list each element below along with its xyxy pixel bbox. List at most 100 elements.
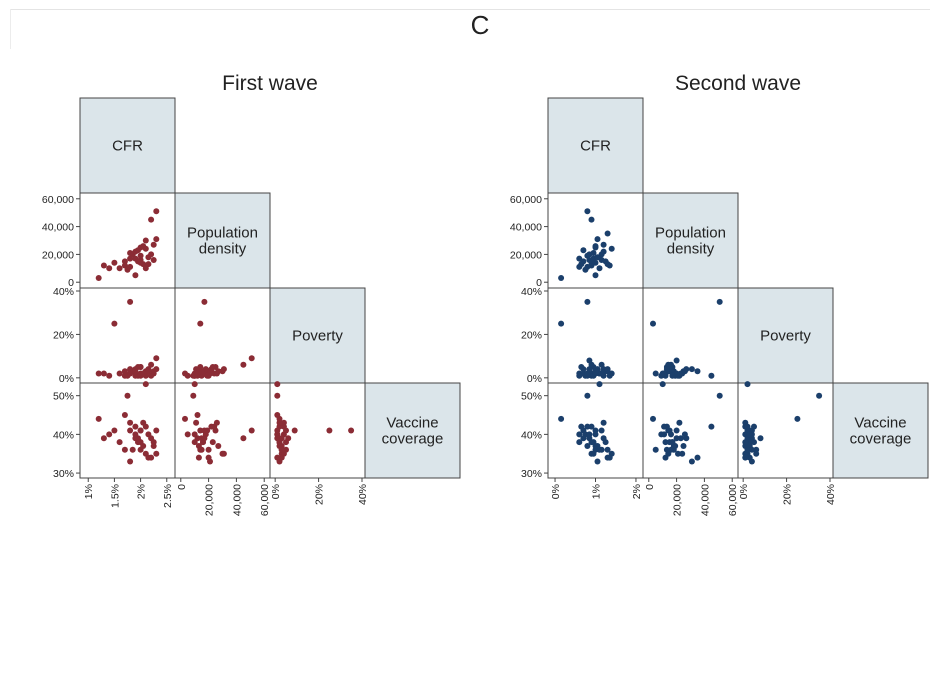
point <box>580 435 587 442</box>
point <box>116 439 123 446</box>
point <box>220 366 227 373</box>
point <box>150 241 157 248</box>
point <box>744 423 751 430</box>
point <box>578 423 585 430</box>
point <box>673 435 680 442</box>
diagonal-label: coverage <box>850 431 912 448</box>
point <box>195 454 202 461</box>
point <box>135 247 141 254</box>
point <box>95 275 102 281</box>
point <box>213 419 220 426</box>
point <box>145 368 152 375</box>
point <box>668 431 674 438</box>
point <box>140 370 147 377</box>
x-tick-label: 20% <box>782 484 794 505</box>
point <box>588 450 595 457</box>
point <box>124 392 131 399</box>
point <box>248 427 255 434</box>
y-tick-label: 30% <box>521 468 542 480</box>
point <box>204 427 211 434</box>
point <box>127 419 134 426</box>
cell-population-density-vs-cfr <box>79 192 176 289</box>
point <box>604 230 611 237</box>
point <box>576 372 583 379</box>
point <box>111 320 118 327</box>
point <box>650 320 656 327</box>
point <box>659 381 666 388</box>
y-tick-label: 20,000 <box>510 249 542 261</box>
point <box>129 446 136 453</box>
point <box>594 236 601 243</box>
point <box>201 298 208 305</box>
diagonal-label: Vaccine <box>386 415 438 432</box>
point <box>598 370 605 377</box>
point <box>584 263 591 270</box>
point <box>584 443 591 449</box>
x-tick-label: 40% <box>357 484 369 505</box>
point <box>153 208 160 215</box>
diagonal-label: Population <box>655 225 726 242</box>
point <box>274 381 281 388</box>
x-tick-label: 20% <box>314 484 326 505</box>
panel-letter: C <box>470 10 490 40</box>
point <box>662 439 669 446</box>
point <box>137 446 144 453</box>
point <box>191 381 198 388</box>
point <box>121 412 128 418</box>
x-tick-label: 60,000 <box>727 484 739 516</box>
point <box>584 423 591 430</box>
y-tick-label: 40,000 <box>42 222 74 234</box>
point <box>142 381 149 388</box>
point <box>127 298 134 305</box>
diagonal-cell-population-density <box>174 192 271 289</box>
point <box>121 258 128 265</box>
x-tick-label: 40,000 <box>231 484 243 516</box>
point <box>140 243 147 250</box>
x-tick-label: 2% <box>631 484 643 499</box>
point <box>198 446 205 453</box>
y-tick-label: 60,000 <box>510 194 542 206</box>
x-tick-label: 40% <box>825 484 837 505</box>
point <box>661 423 668 430</box>
point <box>132 423 139 430</box>
point <box>220 450 227 457</box>
point <box>127 458 134 465</box>
point <box>592 368 599 375</box>
point <box>592 272 599 279</box>
point <box>213 370 220 377</box>
point <box>748 446 755 453</box>
point <box>116 370 123 377</box>
left-divider <box>10 9 11 49</box>
point <box>194 435 201 442</box>
diagonal-cell-vaccine-coverage <box>364 382 461 479</box>
point <box>209 439 216 446</box>
diagonal-label: Population <box>187 225 258 242</box>
point <box>558 320 565 327</box>
point <box>127 370 134 377</box>
point <box>148 216 155 223</box>
point <box>608 245 615 252</box>
point <box>753 450 760 457</box>
diagonal-cell-population-density <box>642 192 739 289</box>
point <box>280 419 287 426</box>
point <box>742 454 749 461</box>
point <box>681 431 688 438</box>
point <box>193 419 200 426</box>
diagonal-label: Poverty <box>760 328 811 345</box>
point <box>100 370 107 377</box>
point <box>578 364 585 370</box>
point <box>106 431 113 438</box>
point <box>588 423 595 430</box>
point <box>150 443 157 449</box>
point <box>680 443 687 449</box>
point <box>194 412 201 418</box>
point <box>594 458 601 465</box>
point <box>127 366 134 373</box>
point <box>111 259 118 266</box>
x-tick-label: 0% <box>738 484 750 499</box>
point <box>207 458 213 465</box>
point <box>116 265 123 272</box>
point <box>135 439 141 446</box>
